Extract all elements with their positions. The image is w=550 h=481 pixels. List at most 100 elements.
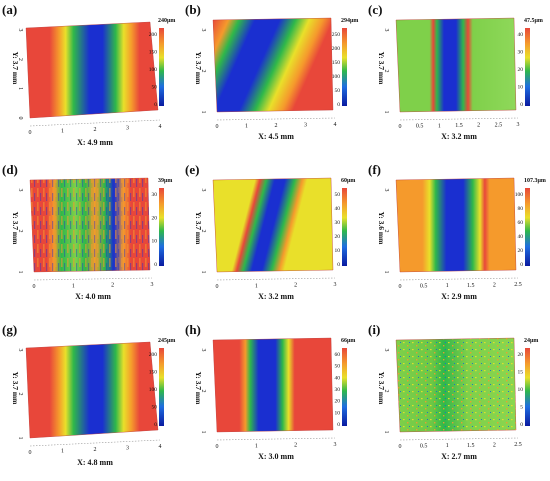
- y-axis-title: Y: 3.7 mm: [377, 52, 386, 86]
- colorbar-tick-label: 20: [518, 67, 524, 73]
- y-tick-label: 3: [200, 29, 206, 32]
- colorbar: [342, 348, 347, 426]
- colorbar-tick-label: 20: [518, 248, 524, 254]
- x-axis-title: X: 3.2 mm: [441, 132, 477, 141]
- height-map-surface: [395, 17, 517, 113]
- x-axis-line: [399, 437, 519, 441]
- x-tick-label: 0: [29, 450, 32, 456]
- panel-f: (f) 0 0.5 1 1.5 2 2.5 X: 2.9 mm 1 2 3 Y: 3.6 mm 107.…: [368, 162, 546, 301]
- panel-label: (e): [185, 162, 199, 177]
- colorbar-tick-label: 30: [152, 192, 158, 198]
- colorbar-tick-label: 100: [149, 387, 158, 393]
- colorbar-tick-label: 30: [518, 50, 524, 56]
- colorbar: [159, 188, 164, 266]
- panel-label: (b): [185, 2, 201, 17]
- colorbar-tick-label: 40: [518, 32, 524, 38]
- y-tick-label: 2: [17, 393, 23, 396]
- x-tick-label: 2: [493, 442, 496, 448]
- x-tick-label: 3: [517, 122, 520, 128]
- panel-label: (d): [2, 162, 18, 177]
- panel-b: (b) 0 1 2 3 4 X: 4.5 mm 1 2 3 Y: 3.7 mm 294μm 250 200…: [185, 2, 358, 141]
- colorbar-tick-label: 60: [335, 352, 341, 358]
- colorbar-tick-label: 20: [518, 352, 524, 358]
- height-map-surface: [212, 17, 334, 113]
- y-tick-label: 2: [200, 230, 206, 233]
- x-axis-line: [399, 117, 519, 121]
- colorbar-max-label: 24μm: [524, 338, 538, 344]
- y-tick-label: 3: [383, 29, 389, 32]
- colorbar-tick-label: 0: [154, 102, 157, 108]
- height-map-surface: [25, 21, 159, 119]
- x-tick-label: 0: [33, 284, 36, 290]
- y-tick-label: 1: [200, 431, 206, 434]
- panel-g: (g) 0 1 2 3 4 X: 4.8 mm 1 2 3 Y: 3.7 mm 245μm 200 150…: [2, 322, 175, 467]
- colorbar-tick-label: 40: [335, 206, 341, 212]
- x-axis-line: [216, 437, 336, 441]
- colorbar-tick-label: 40: [335, 375, 341, 381]
- y-tick-label: 2: [383, 390, 389, 393]
- x-axis-title: X: 4.5 mm: [258, 132, 294, 141]
- x-tick-label: 1: [255, 443, 258, 449]
- colorbar-tick-label: 0: [520, 262, 523, 268]
- y-axis-title: Y: 3.7 mm: [194, 372, 203, 406]
- y-axis-title: Y: 3.7 mm: [194, 212, 203, 246]
- x-tick-label: 1: [446, 283, 449, 289]
- y-tick-label: 1: [200, 271, 206, 274]
- y-tick-label: 2: [200, 70, 206, 73]
- colorbar: [342, 28, 347, 106]
- x-tick-label: 1.5: [467, 443, 475, 449]
- x-tick-label: 1: [61, 449, 64, 455]
- colorbar-tick-label: 0: [337, 422, 340, 428]
- x-tick-label: 1: [438, 123, 441, 129]
- y-tick-label: 1: [17, 271, 23, 274]
- panel-label: (g): [2, 322, 17, 337]
- x-axis-line: [216, 277, 336, 281]
- colorbar-tick-label: 200: [332, 46, 341, 52]
- y-tick-label: 2: [200, 390, 206, 393]
- x-tick-label: 2.5: [495, 122, 503, 128]
- colorbar-max-label: 60μm: [341, 178, 355, 184]
- x-tick-label: 0: [29, 130, 32, 136]
- x-axis-title: X: 4.9 mm: [77, 138, 113, 147]
- panel-label: (a): [2, 2, 17, 17]
- y-tick-label: 2: [17, 230, 23, 233]
- colorbar-tick-label: 100: [332, 74, 341, 80]
- x-axis-line: [29, 439, 161, 447]
- colorbar-max-label: 240μm: [158, 18, 175, 24]
- x-axis-title: X: 4.8 mm: [77, 458, 113, 467]
- height-map-surface: [212, 177, 334, 273]
- y-axis-title: Y: 3.6 mm: [377, 212, 386, 246]
- x-tick-label: 3: [126, 446, 129, 452]
- x-axis-line: [33, 277, 153, 281]
- colorbar-tick-label: 0: [520, 102, 523, 108]
- x-tick-label: 1: [61, 129, 64, 135]
- colorbar: [342, 188, 347, 266]
- y-tick-label: 0: [17, 117, 23, 120]
- colorbar-tick-label: 150: [149, 50, 158, 56]
- y-tick-label: 2: [383, 70, 389, 73]
- colorbar-tick-label: 30: [335, 387, 341, 393]
- x-tick-label: 1: [245, 124, 248, 130]
- y-tick-label: 1: [383, 431, 389, 434]
- x-tick-label: 2: [111, 283, 114, 289]
- y-axis-title: Y: 3.7 mm: [11, 212, 20, 246]
- y-axis-title: Y: 3.7 mm: [377, 372, 386, 406]
- colorbar: [525, 28, 530, 106]
- colorbar-max-label: 47.5μm: [524, 18, 543, 24]
- panel-label: (f): [368, 162, 381, 177]
- x-tick-label: 2: [294, 443, 297, 449]
- colorbar-tick-label: 0: [154, 422, 157, 428]
- colorbar: [159, 348, 164, 426]
- colorbar-tick-label: 50: [335, 364, 341, 370]
- x-axis-title: X: 3.0 mm: [258, 452, 294, 461]
- colorbar-tick-label: 0: [520, 422, 523, 428]
- x-tick-label: 3: [151, 282, 154, 288]
- panel-label: (i): [368, 322, 380, 337]
- x-axis-title: X: 3.2 mm: [258, 292, 294, 301]
- x-tick-label: 4: [334, 122, 337, 128]
- colorbar-tick-label: 200: [149, 32, 158, 38]
- colorbar-tick-label: 50: [152, 405, 158, 411]
